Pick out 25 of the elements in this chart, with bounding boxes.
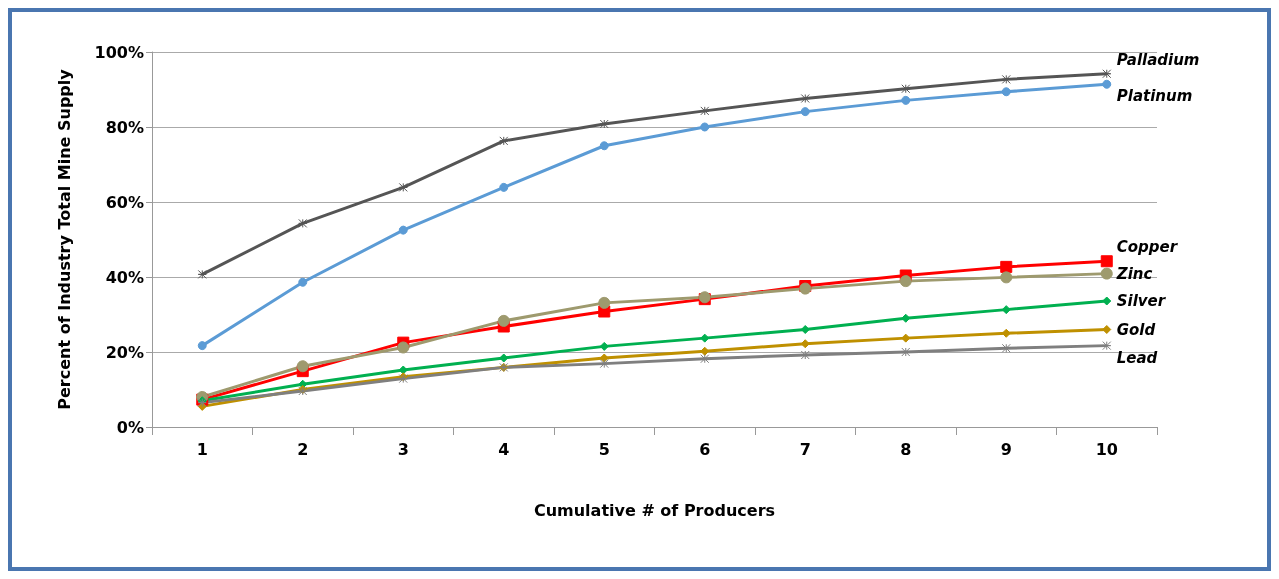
- series-label: Zinc: [1115, 264, 1153, 283]
- y-tick-label: 60%: [105, 192, 144, 212]
- y-tick-label: 20%: [105, 342, 144, 362]
- y-tick-label: 80%: [105, 117, 144, 137]
- y-tick-label: 40%: [105, 267, 144, 287]
- x-tick-label: 3: [397, 439, 409, 459]
- x-axis-title: Cumulative # of Producers: [533, 500, 776, 520]
- series-label: Palladium: [1116, 50, 1200, 69]
- y-tick-label: 0%: [116, 417, 144, 437]
- x-tick-label: 10: [1095, 439, 1118, 459]
- x-tick-label: 7: [799, 439, 811, 459]
- x-tick-label: 9: [1000, 439, 1012, 459]
- x-tick-label: 4: [498, 439, 510, 459]
- series-label: Lead: [1116, 348, 1158, 367]
- x-tick-label: 5: [598, 439, 610, 459]
- x-tick-label: 2: [297, 439, 309, 459]
- x-tick-label: 8: [900, 439, 912, 459]
- y-axis-title: Percent of Industry Total Mine Supply: [54, 68, 74, 410]
- y-tick-label: 100%: [94, 42, 144, 62]
- series-label: Silver: [1116, 292, 1167, 310]
- series-label: Copper: [1116, 238, 1179, 257]
- series-label: Platinum: [1116, 87, 1193, 106]
- series-label: Gold: [1116, 320, 1156, 339]
- x-tick-label: 1: [196, 439, 208, 459]
- x-tick-label: 6: [699, 439, 711, 459]
